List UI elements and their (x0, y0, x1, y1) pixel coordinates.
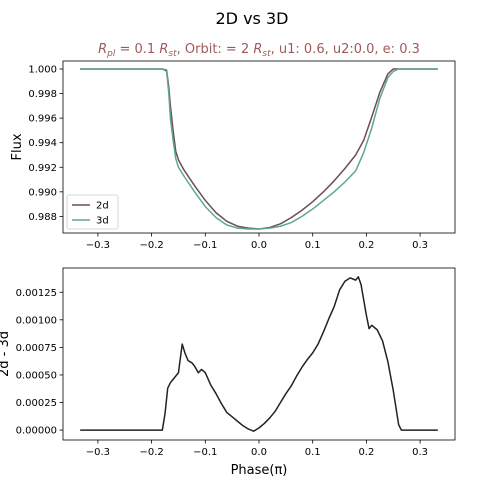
top-ytick-label: 0.990 (28, 187, 57, 198)
bottom-ytick-label: 0.00025 (16, 398, 57, 409)
bottom-xtick-label: 0.2 (358, 447, 374, 458)
bottom-ytick-label: 0.00050 (16, 370, 57, 381)
top-series-line-3d (80, 68, 438, 230)
bottom-xtick-label: −0.3 (86, 447, 110, 458)
top-ytick-label: 1.000 (28, 64, 57, 75)
top-xtick-label: 0.3 (412, 240, 428, 251)
top-xtick-label: −0.3 (86, 240, 110, 251)
top-xtick-label: −0.1 (193, 240, 217, 251)
legend-label-3d: 3d (96, 216, 109, 227)
bottom-ytick-label: 0.00100 (16, 315, 57, 326)
bottom-xtick-label: 0.1 (305, 447, 321, 458)
top-xtick-label: 0.2 (358, 240, 374, 251)
bottom-ytick-label: 0.00125 (16, 288, 57, 299)
top-ytick-label: 0.996 (28, 114, 57, 125)
flux-panel: −0.3 −0.2 −0.1 0.0 0.1 0.2 0.3 0.988 0.990 0.992 0… (10, 60, 456, 251)
top-xtick-label: 0.1 (305, 240, 321, 251)
bottom-axes-frame (62, 267, 456, 441)
bottom-ylabel: 2d - 3d (0, 331, 12, 377)
bottom-xtick-label: 0.0 (251, 447, 267, 458)
difference-panel: −0.3 −0.2 −0.1 0.0 0.1 0.2 0.3 0.00000 0.00025 0.… (0, 267, 456, 478)
top-ytick-label: 0.992 (28, 163, 57, 174)
bottom-series-line-diff (80, 276, 438, 432)
legend-box (66, 194, 119, 230)
top-ytick-label: 0.988 (28, 212, 57, 223)
top-xtick-label: −0.2 (139, 240, 163, 251)
top-ytick-label: 0.998 (28, 89, 57, 100)
figure-subtitle: Rpl = 0.1 Rst, Orbit: = 2 Rst, u1: 0.6, … (98, 42, 420, 59)
top-xtick-label: 0.0 (251, 240, 267, 251)
bottom-ytick-label: 0.00075 (16, 343, 57, 354)
bottom-xtick-label: −0.1 (193, 447, 217, 458)
top-ytick-label: 0.994 (28, 138, 57, 149)
top-ylabel: Flux (10, 133, 25, 160)
top-series-line-2d (80, 68, 438, 230)
bottom-xtick-label: −0.2 (139, 447, 163, 458)
bottom-xtick-label: 0.3 (412, 447, 428, 458)
figure-suptitle: 2D vs 3D (216, 9, 289, 28)
bottom-ytick-label: 0.00000 (16, 426, 57, 437)
bottom-xlabel: Phase(π) (231, 463, 288, 478)
legend-label-2d: 2d (96, 201, 109, 212)
top-axes-frame (62, 60, 456, 234)
